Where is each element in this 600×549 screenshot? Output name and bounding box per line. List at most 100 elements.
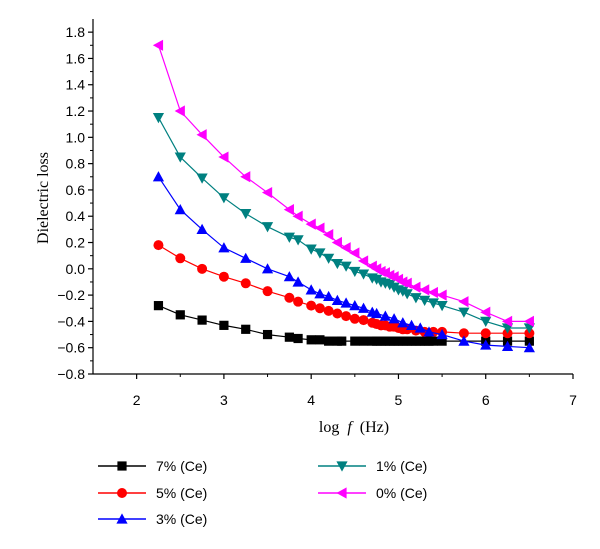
series-layer xyxy=(152,39,535,353)
data-point xyxy=(428,336,438,346)
legend-item: 1% (Ce) xyxy=(318,458,427,474)
y-tick-label: −0.6 xyxy=(57,340,85,356)
data-point xyxy=(283,204,294,216)
y-tick-label: 1.4 xyxy=(66,77,86,93)
data-point xyxy=(240,278,251,289)
legend-label: 1% (Ce) xyxy=(376,458,427,474)
legend-marker xyxy=(336,461,348,472)
y-tick-label: −0.4 xyxy=(57,313,85,329)
legend: 7% (Ce) 5% (Ce) 3% (Ce) 1% (Ce) 0% (Ce) xyxy=(98,458,427,527)
data-point xyxy=(175,253,186,264)
series-0 xyxy=(153,301,534,346)
data-point xyxy=(357,255,369,267)
data-point xyxy=(436,328,448,340)
data-point xyxy=(218,193,230,204)
data-point xyxy=(458,335,470,346)
y-tick-label: 1.0 xyxy=(66,129,86,145)
data-point xyxy=(331,236,342,249)
data-point xyxy=(197,263,208,274)
data-point xyxy=(405,319,418,330)
x-tick-label: 3 xyxy=(220,392,228,408)
data-point xyxy=(523,342,535,353)
data-point xyxy=(371,274,383,285)
legend-label: 0% (Ce) xyxy=(376,485,427,501)
data-point xyxy=(340,297,352,308)
data-point xyxy=(341,311,352,322)
data-point xyxy=(241,324,251,334)
data-point xyxy=(240,171,251,183)
data-point xyxy=(331,258,343,270)
data-point xyxy=(219,320,229,330)
data-point xyxy=(175,310,185,320)
data-point xyxy=(480,339,492,350)
data-point xyxy=(350,336,360,346)
data-point xyxy=(349,300,361,311)
data-point xyxy=(196,129,207,141)
series-line xyxy=(157,117,530,329)
data-point xyxy=(423,326,435,337)
data-point xyxy=(332,308,343,319)
y-tick-label: 1.8 xyxy=(66,24,86,40)
data-point xyxy=(152,171,165,182)
y-tick-label: 0.6 xyxy=(66,182,86,198)
data-point xyxy=(349,313,360,324)
x-tick-label: 4 xyxy=(307,392,315,408)
data-point xyxy=(458,307,470,318)
legend-marker xyxy=(336,487,347,499)
data-point xyxy=(261,263,274,274)
legend-label: 3% (Ce) xyxy=(156,511,207,527)
legend-marker xyxy=(117,488,127,498)
data-point xyxy=(414,322,426,333)
data-point xyxy=(480,316,492,328)
data-point xyxy=(174,105,185,117)
data-point xyxy=(284,292,295,303)
data-point xyxy=(152,113,165,124)
data-point xyxy=(331,294,343,305)
data-point xyxy=(419,284,430,296)
series-1 xyxy=(153,240,535,339)
data-point xyxy=(523,315,534,328)
data-point xyxy=(292,210,303,222)
data-point xyxy=(379,310,391,321)
data-point xyxy=(314,248,326,259)
y-tick-label: 0.0 xyxy=(66,261,86,277)
data-point xyxy=(293,333,303,344)
data-point xyxy=(458,296,469,308)
x-tick-label: 7 xyxy=(569,392,577,408)
data-point xyxy=(437,336,447,346)
data-point xyxy=(388,282,400,293)
data-point xyxy=(262,329,273,340)
data-point xyxy=(218,151,229,163)
data-point xyxy=(410,293,422,304)
series-2 xyxy=(152,171,535,353)
data-point xyxy=(323,305,334,316)
data-point xyxy=(153,301,164,311)
series-line xyxy=(158,305,530,342)
series-4 xyxy=(152,39,534,328)
data-point xyxy=(384,279,396,291)
data-point xyxy=(306,300,317,311)
data-point xyxy=(305,284,317,295)
data-point xyxy=(284,332,294,342)
data-point xyxy=(480,328,491,339)
data-point xyxy=(524,336,534,346)
data-point xyxy=(174,204,186,215)
y-tick-label: −0.2 xyxy=(57,287,85,303)
data-point xyxy=(240,208,252,220)
data-point xyxy=(427,286,438,299)
data-point xyxy=(436,289,447,301)
legend-item: 5% (Ce) xyxy=(98,485,207,501)
y-tick-label: 0.8 xyxy=(66,156,86,172)
legend-label: 5% (Ce) xyxy=(156,485,207,501)
data-point xyxy=(261,186,273,199)
legend-marker xyxy=(116,513,128,524)
data-point xyxy=(371,307,383,319)
data-point xyxy=(314,222,325,234)
legend-item: 7% (Ce) xyxy=(98,458,207,474)
y-tick-label: 1.2 xyxy=(66,103,86,119)
data-point xyxy=(401,277,412,289)
data-point xyxy=(357,302,370,313)
y-tick-label: 0.4 xyxy=(66,208,86,224)
data-point xyxy=(305,244,317,255)
plot-axes: −0.8 −0.6 −0.4 −0.2 0.0 0.2 0.4 0.6 0.8 1.0 1.2 1.4… xyxy=(57,19,577,408)
